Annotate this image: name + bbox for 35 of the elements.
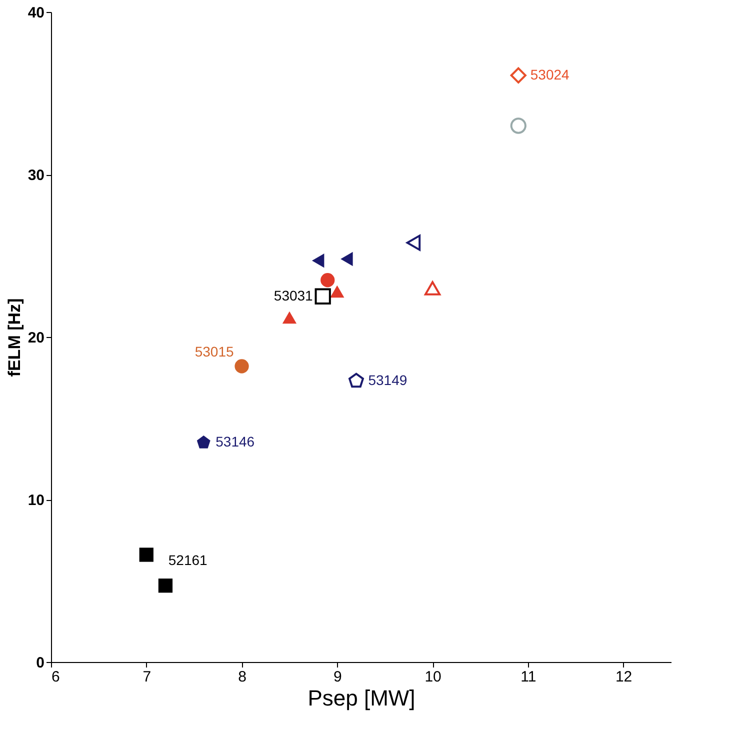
x-axis-title: Psep [MW] <box>308 686 416 710</box>
series-label: 53146 <box>216 434 255 450</box>
point <box>312 254 324 268</box>
point <box>234 359 249 374</box>
point <box>314 288 331 304</box>
y-axis-title: fELM [Hz] <box>4 298 24 377</box>
point <box>158 578 173 593</box>
y-tick-label: 40 <box>28 4 44 22</box>
series-label: 53015 <box>194 343 234 360</box>
point <box>510 67 526 84</box>
point <box>139 548 154 562</box>
series-label: 53031 <box>274 287 314 304</box>
point <box>348 372 364 388</box>
series-label: 53024 <box>530 66 570 82</box>
x-tick-label: 11 <box>520 668 536 686</box>
y-tick-label: 30 <box>28 167 44 184</box>
y-tick-label: 20 <box>28 330 44 346</box>
point <box>340 252 353 266</box>
series-label: 53149 <box>368 372 408 388</box>
x-tick-label: 8 <box>238 668 246 686</box>
point <box>330 285 344 298</box>
point <box>510 118 526 134</box>
point <box>406 234 421 251</box>
x-tick-label: 7 <box>142 668 152 686</box>
x-tick-label: 10 <box>424 668 442 686</box>
x-tick-label: 9 <box>333 668 342 686</box>
series-label: 52161 <box>168 552 208 568</box>
point <box>196 436 210 448</box>
point <box>282 311 297 324</box>
x-tick-label: 6 <box>52 668 60 686</box>
y-tick-label: 0 <box>36 654 44 672</box>
point <box>424 281 441 296</box>
point <box>320 273 335 288</box>
y-tick-label: 10 <box>28 492 44 509</box>
x-tick-label: 12 <box>615 668 632 686</box>
